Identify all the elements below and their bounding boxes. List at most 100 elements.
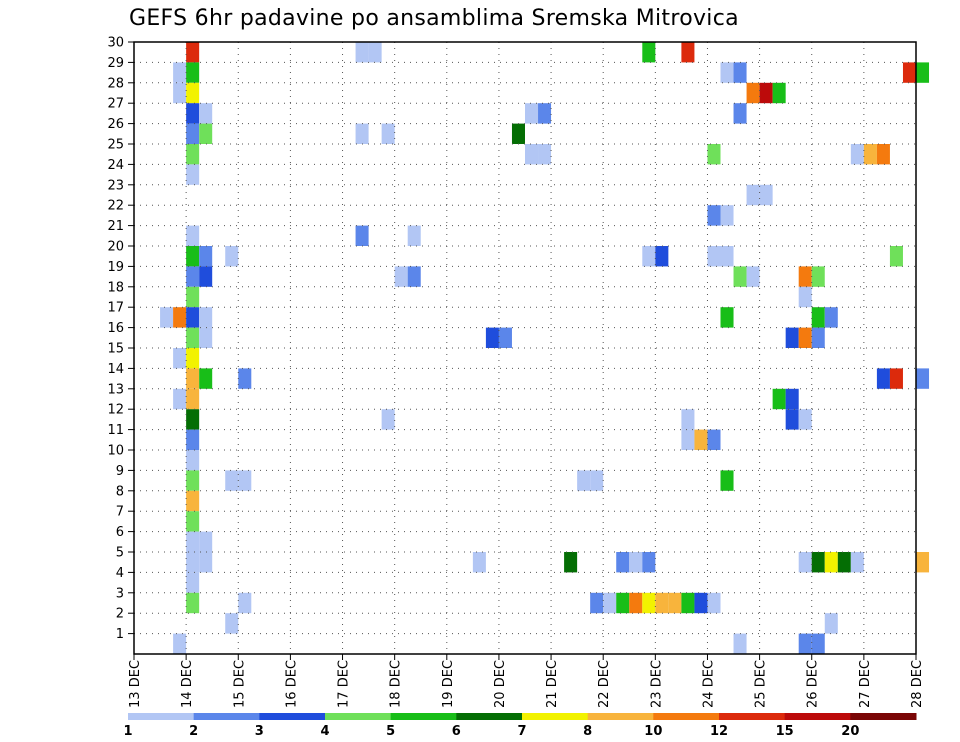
heatmap-cell [642, 592, 656, 614]
heatmap-cell [485, 327, 499, 348]
y-tick-label: 19 [107, 260, 124, 275]
heatmap-cell [160, 307, 174, 328]
heatmap-cell [590, 470, 604, 491]
y-tick-label: 16 [107, 321, 124, 336]
colorbar-swatch [193, 713, 260, 720]
heatmap-cell [798, 327, 812, 348]
heatmap-cell [199, 103, 213, 124]
y-tick-label: 1 [116, 627, 124, 642]
y-tick-label: 4 [116, 566, 124, 581]
heatmap-cell [772, 82, 786, 104]
y-tick-label: 22 [107, 199, 124, 214]
heatmap-cell [616, 592, 630, 614]
y-tick-label: 9 [116, 464, 124, 479]
colorbar-swatch [325, 713, 392, 720]
x-tick-label: 26 DEC [806, 660, 821, 708]
y-tick-label: 30 [107, 36, 124, 51]
colorbar-label: 5 [386, 724, 395, 739]
y-tick-label: 17 [107, 301, 124, 316]
heatmap-cell [186, 429, 200, 450]
y-tick-label: 12 [107, 403, 124, 418]
chart-title: GEFS 6hr padavine po ansamblima Sremska … [129, 6, 739, 31]
x-tick-label: 13 DEC [128, 660, 143, 708]
x-tick-label: 15 DEC [232, 660, 247, 708]
heatmap-cell [811, 633, 825, 654]
y-tick-label: 18 [107, 280, 124, 295]
heatmap-cell [850, 144, 864, 165]
heatmap-cell [238, 368, 252, 389]
x-tick-label: 20 DEC [493, 660, 508, 708]
heatmap-cell [538, 144, 552, 165]
heatmap-cell [186, 388, 200, 410]
y-tick-label: 11 [107, 423, 124, 438]
heatmap-cell [694, 592, 708, 614]
x-tick-label: 23 DEC [649, 660, 664, 708]
heatmap-cell [824, 613, 838, 634]
heatmap-cell [629, 592, 643, 614]
colorbar-label: 1 [123, 724, 132, 739]
heatmap-cell [199, 327, 213, 348]
y-tick-label: 27 [107, 97, 124, 112]
heatmap-cell [642, 246, 656, 267]
heatmap-cell [186, 592, 200, 614]
heatmap-cell [186, 368, 200, 389]
heatmap-cell [863, 144, 877, 165]
heatmap-cell [616, 552, 630, 573]
colorbar-swatch [587, 713, 654, 720]
heatmap-cell [525, 144, 539, 165]
colorbar-label: 6 [452, 724, 461, 739]
colorbar-label: 3 [255, 724, 264, 739]
heatmap-cell [759, 184, 773, 206]
heatmap-cell [694, 429, 708, 450]
heatmap-cell [889, 368, 903, 389]
heatmap-cell [720, 470, 734, 491]
y-tick-label: 10 [107, 444, 124, 459]
heatmap-cell [837, 552, 851, 573]
heatmap-cell [798, 266, 812, 287]
heatmap-cell [876, 368, 890, 389]
colorbar-label: 8 [583, 724, 592, 739]
x-axis-ticks: 13 DEC 14 DEC 15 DEC 16 DEC 17 DEC 18 DEC 19 D… [128, 654, 925, 708]
colorbar-swatch [456, 713, 523, 720]
heatmap-cell [186, 62, 200, 83]
y-tick-label: 21 [107, 219, 124, 234]
heatmap-cell [186, 450, 200, 471]
colorbar-swatch [850, 713, 917, 720]
heatmap-cell [199, 266, 213, 287]
heatmap-cell [720, 205, 734, 226]
heatmap-cell [225, 613, 239, 634]
heatmap-cell [707, 592, 721, 614]
y-tick-label: 3 [116, 586, 124, 601]
heatmap-cell [525, 103, 539, 124]
heatmap-cell [407, 225, 421, 246]
heatmap-cell [186, 144, 200, 165]
y-tick-label: 23 [107, 178, 124, 193]
heatmap-cell [173, 388, 187, 410]
heatmap-cell [746, 266, 760, 287]
heatmap-cell [772, 388, 786, 410]
heatmap-cell [733, 633, 747, 654]
heatmap-cell [355, 225, 369, 246]
heatmap-cell [642, 42, 656, 63]
heatmap-cell [564, 552, 578, 573]
heatmap-cell [355, 42, 369, 63]
y-tick-label: 2 [116, 607, 124, 622]
heatmap-cell [629, 552, 643, 573]
heatmap-cell [498, 327, 512, 348]
colorbar-label: 20 [841, 724, 859, 739]
heatmap-cell [785, 388, 799, 410]
heatmap-cell [173, 307, 187, 328]
heatmap-cell [707, 246, 721, 267]
y-tick-label: 29 [107, 56, 124, 71]
heatmap-cell [186, 327, 200, 348]
heatmap-cell [746, 82, 760, 104]
heatmap-cell [199, 123, 213, 144]
heatmap-cell [238, 592, 252, 614]
heatmap-cell [916, 552, 930, 573]
heatmap-cell [720, 307, 734, 328]
heatmap-cell [538, 103, 552, 124]
x-tick-label: 21 DEC [545, 660, 560, 708]
heatmap-cell [811, 327, 825, 348]
heatmap-cell [381, 409, 395, 430]
colorbar-label: 12 [710, 724, 728, 739]
